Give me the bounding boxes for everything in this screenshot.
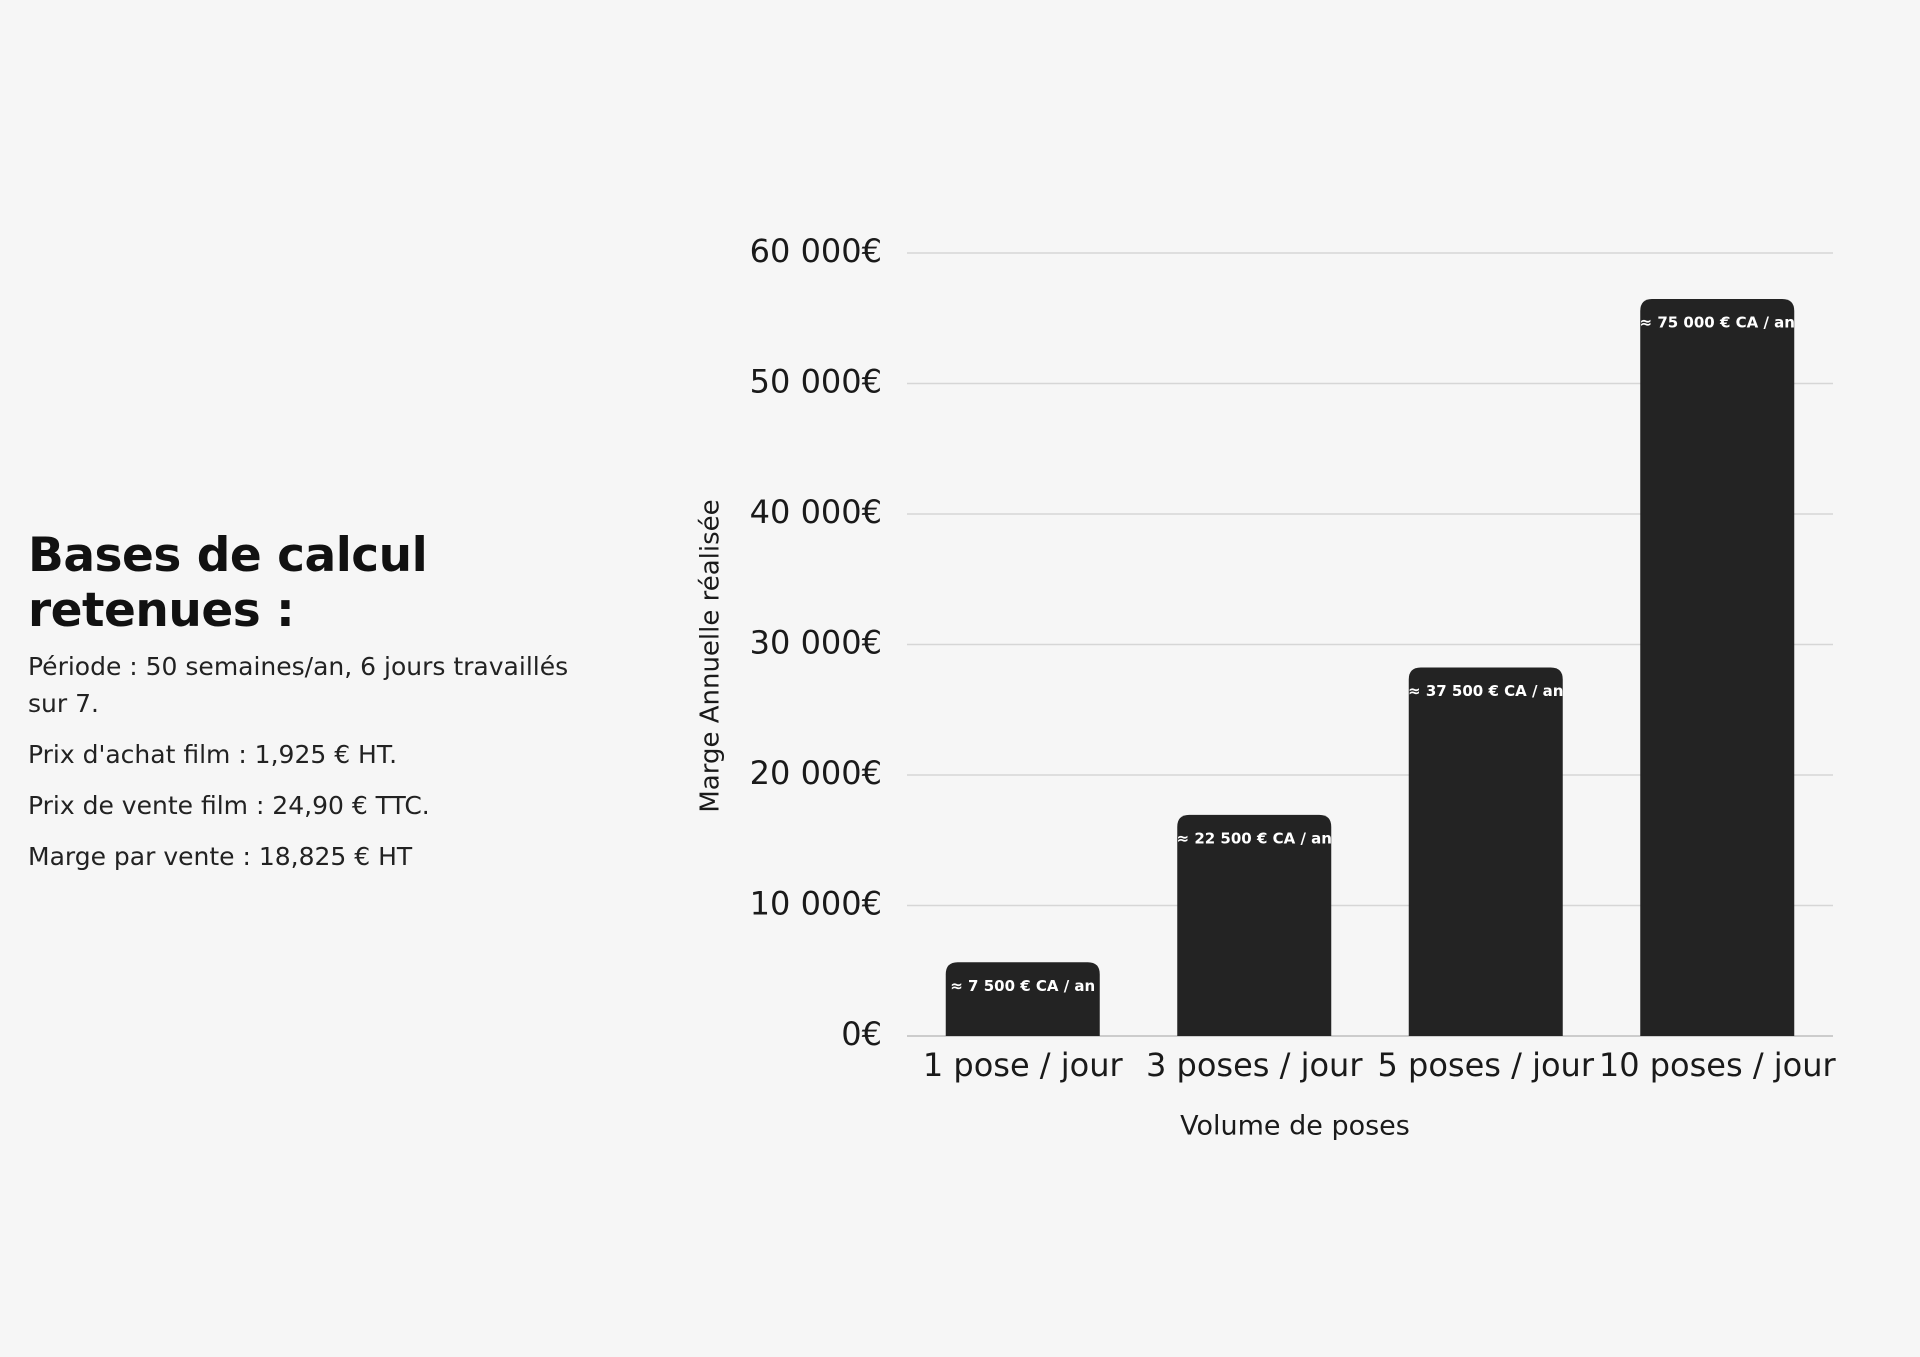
- y-tick-label: 20 000€: [750, 754, 882, 792]
- bar: [1640, 299, 1795, 1037]
- x-axis-title: Volume de poses: [1180, 1111, 1410, 1142]
- y-tick-label: 40 000€: [750, 493, 882, 531]
- x-tick-label: 1 pose / jour: [923, 1046, 1124, 1084]
- info-line: Prix de vente film : 24,90 € TTC.: [28, 791, 430, 820]
- info-line: Période : 50 semaines/an, 6 jours travai…: [28, 652, 569, 718]
- bar-label: ≈ 37 500 € CA / an: [1408, 682, 1563, 700]
- y-tick-label: 60 000€: [750, 232, 882, 270]
- bar: [1177, 814, 1332, 1036]
- x-tick-label: 5 poses / jour: [1378, 1046, 1595, 1084]
- x-tick-label: 3 poses / jour: [1146, 1046, 1363, 1084]
- y-tick-label: 50 000€: [750, 363, 882, 401]
- bar-label: ≈ 75 000 € CA / an: [1640, 314, 1795, 332]
- y-tick-label: 0€: [841, 1015, 882, 1053]
- info-line: Marge par vente : 18,825 € HT: [28, 842, 413, 871]
- bar: [1408, 667, 1563, 1036]
- bar: [945, 962, 1100, 1036]
- y-tick-label: 30 000€: [750, 624, 882, 662]
- info-panel: Bases de calcul retenues : Période : 50 …: [28, 528, 608, 889]
- x-tick-label: 10 poses / jour: [1599, 1046, 1837, 1084]
- info-line: Prix d'achat film : 1,925 € HT.: [28, 740, 398, 769]
- bar-label: ≈ 22 500 € CA / an: [1177, 829, 1332, 847]
- info-title: Bases de calcul retenues :: [28, 528, 428, 638]
- y-axis-title: Marge Annuelle réalisée: [696, 499, 726, 812]
- y-tick-label: 10 000€: [750, 885, 882, 923]
- bar-label: ≈ 7 500 € CA / an: [950, 977, 1095, 995]
